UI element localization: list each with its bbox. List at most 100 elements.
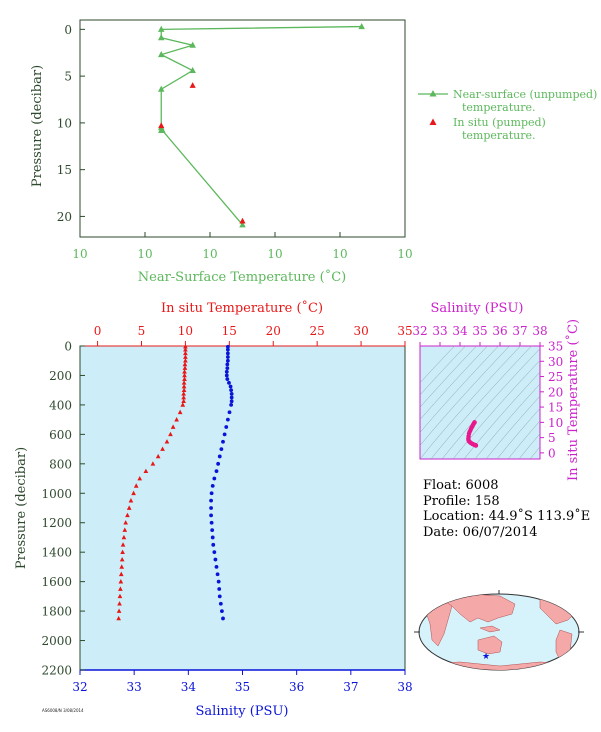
- top-y-tick-label: 15: [57, 163, 72, 177]
- temperature-point: [181, 398, 186, 404]
- salinity-point: [210, 528, 215, 532]
- temperature-point: [155, 453, 161, 459]
- profile-top-tick-label: 25: [310, 324, 325, 338]
- density-contour: [420, 346, 455, 384]
- ts-x-tick-label: 32: [412, 324, 427, 338]
- temperature-point: [182, 376, 187, 381]
- ts-y-tick-label: 25: [548, 370, 563, 384]
- top-x-tick-label: 10: [202, 247, 217, 261]
- salinity-point: [229, 403, 234, 407]
- salinity-point: [225, 366, 230, 370]
- density-contour: [485, 395, 540, 459]
- in-situ-point: [239, 217, 246, 224]
- salinity-point: [210, 535, 215, 540]
- temperature-point: [183, 344, 188, 349]
- ts-point: [473, 443, 478, 448]
- salinity-point: [225, 344, 230, 349]
- top-plot-frame: [79, 19, 406, 238]
- temperature-point: [117, 593, 123, 599]
- temperature-point: [120, 549, 125, 555]
- profile-bottom-tick-label: 38: [397, 680, 412, 694]
- salinity-point: [229, 388, 234, 393]
- float-location-marker: ★: [482, 652, 490, 662]
- salinity-point: [209, 506, 213, 510]
- temperature-point: [119, 564, 125, 569]
- near-surface-point: [189, 66, 196, 74]
- density-contour: [430, 346, 532, 459]
- temperature-point: [177, 409, 183, 415]
- salinity-point: [227, 380, 231, 385]
- density-contour: [463, 371, 540, 459]
- temperature-point: [125, 512, 130, 518]
- salinity-point: [214, 565, 219, 569]
- top-y-tick-label: 5: [64, 70, 72, 84]
- profile-bottom-tick-label: 37: [343, 680, 358, 694]
- temperature-point: [183, 350, 188, 356]
- top-y-axis-label: Pressure (decibar): [30, 65, 45, 187]
- temperature-point: [183, 358, 188, 363]
- profile-panel: 0200400600800100012001400160018002000220…: [14, 300, 413, 719]
- temperature-point: [174, 417, 179, 422]
- density-contour: [441, 348, 540, 459]
- profile-y-tick-label: 800: [49, 457, 72, 471]
- salinity-point: [211, 542, 216, 547]
- profile-number: Profile: 158: [423, 493, 500, 509]
- salinity-point: [225, 417, 230, 422]
- density-contour: [496, 407, 540, 459]
- profile-top-x-axis: 0 5 10 15 20 25 30 35: [94, 324, 413, 346]
- temperature-point: [118, 586, 123, 591]
- temperature-point: [126, 505, 132, 510]
- salinity-point: [221, 616, 225, 621]
- temperature-point: [182, 369, 187, 374]
- ts-y-tick-label: 20: [548, 385, 563, 399]
- map-land-australia: [477, 635, 503, 655]
- temperature-point: [180, 402, 186, 407]
- ts-x-tick-label: 35: [472, 324, 487, 338]
- density-contour: [420, 346, 521, 459]
- ts-x-axis: 32 33 34 35 36 37 38: [412, 324, 548, 346]
- top-x-axis-label: Near-Surface Temperature (˚C): [138, 269, 346, 285]
- profile-bottom-x-axis: 32 33 34 35 36 37 38: [72, 670, 413, 694]
- in-situ-point: [158, 122, 165, 129]
- profile-top-tick-label: 30: [353, 324, 368, 338]
- map-land-south-america: [555, 629, 573, 665]
- profile-y-tick-label: 2200: [41, 664, 72, 678]
- top-x-tick-label: 10: [72, 247, 87, 261]
- temperature-point: [143, 468, 149, 474]
- salinity-point: [209, 513, 213, 518]
- salinity-point: [222, 432, 227, 437]
- profile-y-tick-label: 1400: [41, 546, 72, 560]
- salinity-point: [225, 347, 230, 352]
- density-contour: [420, 346, 499, 433]
- salinity-point: [229, 395, 234, 400]
- salinity-point: [209, 498, 213, 503]
- salinity-point: [224, 369, 229, 374]
- salinity-point: [225, 362, 230, 367]
- temperature-point: [116, 615, 121, 621]
- salinity-point: [225, 351, 230, 356]
- ts-y-tick-label: 30: [548, 355, 563, 369]
- profile-y-tick-label: 600: [49, 428, 72, 442]
- salinity-point: [212, 476, 217, 481]
- ts-y-tick-label: 5: [548, 431, 556, 445]
- profile-y-tick-label: 1200: [41, 516, 72, 530]
- ts-x-tick-label: 33: [432, 324, 447, 338]
- temperature-point: [181, 383, 187, 389]
- profile-bottom-axis-label: Salinity (PSU): [196, 704, 289, 719]
- top-x-tick-label: 10: [332, 247, 347, 261]
- top-y-tick-label: 0: [64, 23, 72, 37]
- near-surface-point: [158, 34, 165, 41]
- salinity-point: [225, 377, 230, 382]
- map-land-asia: [439, 594, 516, 623]
- salinity-point: [229, 399, 234, 404]
- salinity-point: [217, 594, 222, 599]
- profile-top-axis-label: In situ Temperature (˚C): [161, 300, 323, 316]
- near-surface-point: [189, 41, 196, 48]
- temperature-point: [122, 527, 128, 532]
- temperature-point: [168, 431, 173, 437]
- temperature-point: [120, 542, 126, 547]
- salinity-point: [209, 520, 214, 525]
- density-contour: [420, 346, 488, 421]
- profile-bottom-tick-label: 32: [72, 680, 87, 694]
- ts-x-tick-label: 37: [512, 324, 527, 338]
